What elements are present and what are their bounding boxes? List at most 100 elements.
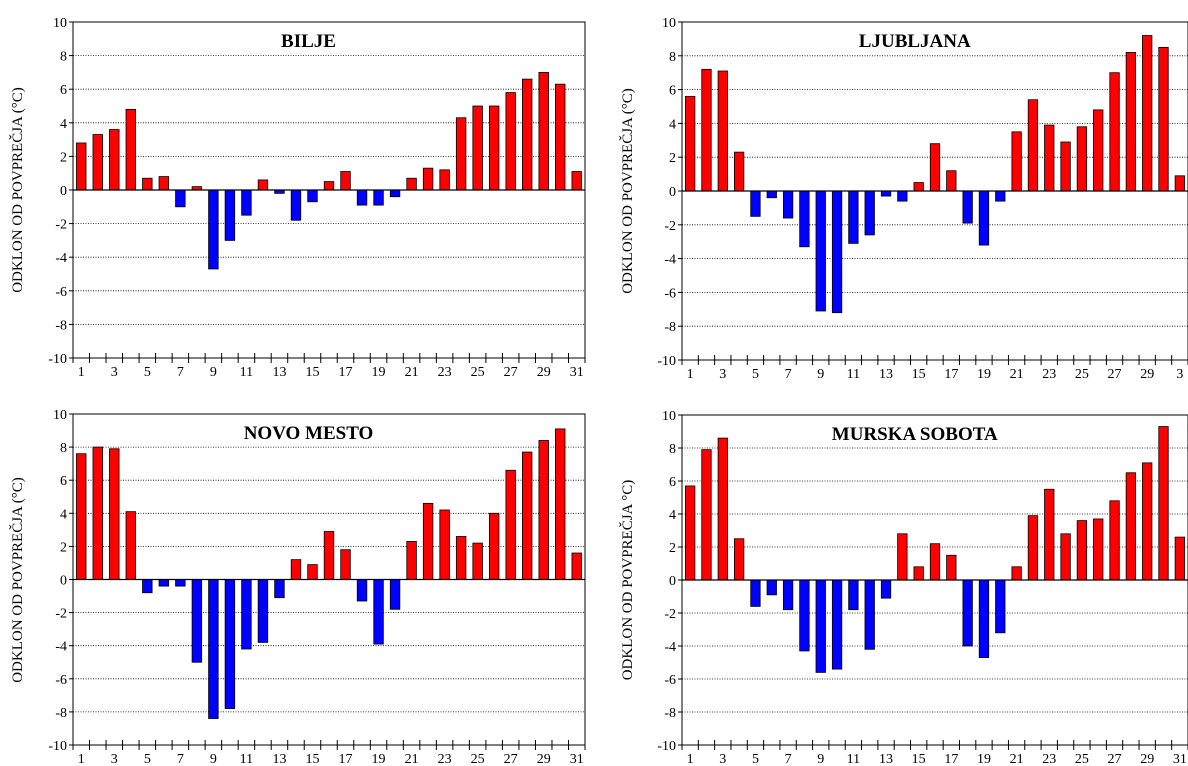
bar-day-1 bbox=[685, 95, 696, 192]
bar-day-19 bbox=[978, 579, 990, 658]
x-tick-label: 3 bbox=[719, 752, 726, 766]
chart-title: MURSKA SOBOTA bbox=[832, 424, 998, 445]
x-tick-label: 31 bbox=[570, 365, 584, 380]
bar-day-8 bbox=[799, 579, 810, 652]
bar-day-8 bbox=[191, 579, 203, 663]
chart-title-box bbox=[267, 28, 350, 53]
bar-day-25 bbox=[1076, 520, 1088, 581]
bar-day-29 bbox=[1142, 35, 1153, 192]
bar-day-24 bbox=[455, 117, 467, 191]
y-tick-label: 8 bbox=[60, 50, 67, 65]
bar-day-11 bbox=[241, 189, 252, 216]
bar-day-19 bbox=[373, 579, 384, 645]
bar-day-4 bbox=[125, 108, 136, 191]
bar-day-13 bbox=[880, 190, 892, 197]
x-tick-label: 17 bbox=[944, 752, 958, 766]
bar-day-18 bbox=[356, 579, 368, 602]
bar-day-4 bbox=[125, 511, 136, 580]
y-tick-label: 6 bbox=[60, 474, 67, 489]
bar-day-6 bbox=[158, 579, 170, 587]
x-tick-label: 9 bbox=[210, 752, 217, 766]
x-tick-label: 27 bbox=[1108, 367, 1122, 382]
y-tick-label: 2 bbox=[669, 541, 676, 556]
x-tick-label: 29 bbox=[537, 365, 551, 380]
bar-day-26 bbox=[1093, 518, 1104, 581]
chart-title-box bbox=[823, 421, 1007, 446]
x-tick-label: 25 bbox=[471, 365, 485, 380]
x-tick-label: 17 bbox=[944, 367, 958, 382]
x-tick-label: 5 bbox=[144, 752, 151, 766]
y-tick-label: 4 bbox=[669, 117, 676, 132]
bar-day-5 bbox=[142, 177, 153, 191]
bar-day-6 bbox=[766, 579, 777, 596]
bar-day-14 bbox=[290, 189, 302, 221]
bar-day-29 bbox=[1142, 462, 1153, 581]
x-tick-label: 21 bbox=[405, 752, 419, 766]
bar-day-12 bbox=[864, 579, 875, 650]
bar-day-5 bbox=[750, 190, 761, 217]
y-tick-label: 2 bbox=[669, 151, 676, 166]
bar-day-27 bbox=[1109, 72, 1120, 192]
bar-day-21 bbox=[406, 541, 417, 580]
x-tick-label: 25 bbox=[1075, 752, 1089, 766]
bar-day-9 bbox=[208, 579, 219, 719]
x-tick-label: 25 bbox=[471, 752, 485, 766]
x-tick-label: 23 bbox=[1042, 752, 1056, 766]
bar-day-5 bbox=[750, 579, 761, 607]
y-tick-label: -2 bbox=[664, 607, 676, 622]
y-tick-label: 4 bbox=[669, 508, 676, 523]
bar-day-15 bbox=[307, 564, 318, 580]
x-tick-label: 29 bbox=[1140, 367, 1154, 382]
bar-day-26 bbox=[488, 512, 500, 580]
bar-day-25 bbox=[472, 105, 483, 191]
x-tick-label: 5 bbox=[752, 367, 759, 382]
chart-title-box bbox=[848, 28, 982, 53]
x-tick-label: 19 bbox=[977, 752, 991, 766]
bar-day-20 bbox=[389, 579, 401, 610]
y-tick-label: 6 bbox=[60, 83, 67, 98]
x-tick-label: 17 bbox=[339, 752, 353, 766]
bar-day-11 bbox=[241, 579, 252, 650]
bar-day-9 bbox=[208, 189, 219, 270]
bar-day-7 bbox=[175, 189, 186, 208]
bar-day-30 bbox=[1158, 426, 1169, 581]
bar-day-13 bbox=[880, 579, 892, 599]
bar-day-2 bbox=[92, 446, 103, 580]
x-tick-label: 9 bbox=[817, 367, 824, 382]
x-tick-label: 31 bbox=[570, 752, 584, 766]
bar-day-17 bbox=[340, 549, 351, 580]
y-tick-label: 10 bbox=[53, 408, 67, 423]
bar-day-1 bbox=[76, 142, 87, 191]
bar-day-15 bbox=[913, 566, 924, 581]
y-tick-label: 2 bbox=[60, 540, 67, 555]
bar-day-17 bbox=[340, 171, 351, 191]
bar-day-16 bbox=[929, 143, 941, 192]
bar-day-2 bbox=[701, 449, 712, 581]
y-tick-label: -2 bbox=[664, 219, 676, 234]
bar-day-22 bbox=[1027, 99, 1039, 192]
bar-day-21 bbox=[1011, 131, 1022, 192]
x-tick-label: 3 bbox=[1176, 367, 1183, 382]
chart-title: BILJE bbox=[281, 31, 336, 52]
y-tick-label: 8 bbox=[669, 442, 676, 457]
y-tick-label: -8 bbox=[664, 320, 676, 335]
chart-title-box bbox=[236, 420, 382, 445]
bar-day-15 bbox=[913, 182, 924, 192]
bar-day-1 bbox=[76, 453, 87, 580]
bar-day-10 bbox=[831, 190, 843, 314]
y-tick-label: 4 bbox=[60, 507, 67, 522]
bar-day-18 bbox=[356, 189, 368, 206]
y-tick-label: -6 bbox=[664, 673, 676, 688]
x-tick-label: 9 bbox=[817, 752, 824, 766]
bar-day-28 bbox=[522, 451, 533, 580]
x-tick-label: 11 bbox=[847, 367, 860, 382]
x-tick-label: 27 bbox=[504, 365, 518, 380]
bar-day-20 bbox=[995, 579, 1006, 634]
x-tick-label: 21 bbox=[1010, 367, 1024, 382]
y-tick-label: 10 bbox=[662, 16, 676, 31]
bar-day-9 bbox=[815, 579, 826, 673]
